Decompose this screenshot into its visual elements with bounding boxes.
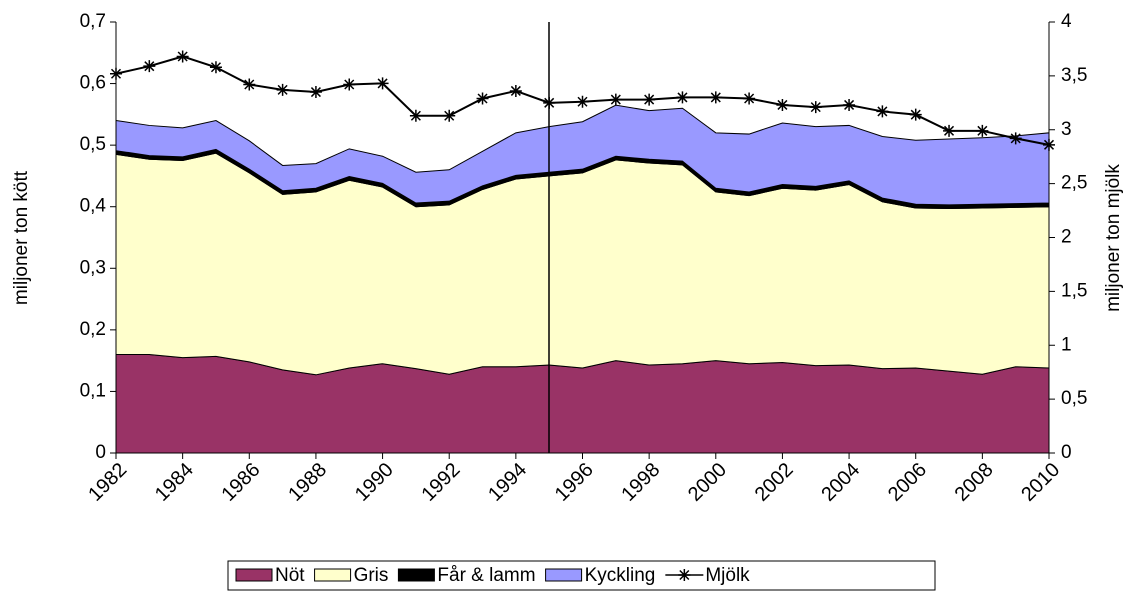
- marker: [243, 78, 256, 91]
- marker: [176, 50, 189, 63]
- y2-tick-label: 4: [1061, 11, 1072, 32]
- legend-swatch: [397, 568, 435, 582]
- x-tick-label: 2000: [684, 459, 731, 506]
- area: [115, 353, 1050, 454]
- marker: [909, 108, 922, 121]
- legend-swatch: [678, 569, 691, 581]
- x-tick-label: 2004: [817, 459, 864, 506]
- marker: [309, 86, 322, 99]
- y-tick-label: 0,1: [80, 380, 106, 401]
- y-tick-label: 0,3: [80, 257, 106, 278]
- y2-axis-label: miljoner ton mjölk: [1103, 164, 1124, 312]
- marker: [843, 98, 856, 111]
- x-tick-label: 2010: [1017, 459, 1064, 506]
- marker: [743, 92, 756, 105]
- y2-tick-label: 0,5: [1061, 388, 1087, 409]
- y-axis-label: miljoner ton kött: [11, 170, 32, 305]
- marker: [443, 109, 456, 122]
- marker: [1009, 132, 1022, 145]
- marker: [676, 91, 689, 104]
- y2-tick-label: 2: [1061, 227, 1072, 248]
- x-tick-label: 1986: [218, 459, 265, 506]
- marker: [343, 78, 356, 91]
- marker: [476, 92, 489, 105]
- y-tick-label: 0,5: [80, 134, 106, 155]
- x-tick-label: 1988: [284, 459, 331, 506]
- x-tick-label: 1996: [551, 459, 598, 506]
- x-tick-label: 1994: [484, 459, 531, 506]
- marker: [943, 124, 956, 137]
- marker: [543, 96, 556, 109]
- y2-tick-label: 1,5: [1061, 280, 1087, 301]
- y2-tick-label: 2,5: [1061, 173, 1087, 194]
- legend-label: Mjölk: [705, 565, 750, 586]
- x-tick-label: 2006: [884, 459, 931, 506]
- marker: [276, 83, 289, 96]
- legend-label: Får & lamm: [437, 565, 535, 586]
- y-tick-label: 0,6: [80, 73, 106, 94]
- legend-swatch: [235, 568, 273, 582]
- x-tick-label: 1984: [151, 459, 198, 506]
- marker: [809, 101, 822, 114]
- marker: [709, 91, 722, 104]
- marker: [976, 124, 989, 137]
- marker: [576, 95, 589, 108]
- y2-tick-label: 1: [1061, 334, 1072, 355]
- legend-label: Kyckling: [585, 565, 656, 586]
- y-tick-label: 0,7: [80, 11, 106, 32]
- y-tick-label: 0: [95, 442, 106, 463]
- y-tick-label: 0,2: [80, 319, 106, 340]
- x-tick-label: 1982: [84, 459, 131, 506]
- y-tick-label: 0,4: [80, 196, 107, 217]
- y2-tick-label: 0: [1061, 442, 1072, 463]
- x-tick-label: 1992: [417, 459, 464, 506]
- marker: [209, 61, 222, 74]
- marker: [609, 93, 622, 106]
- y2-tick-label: 3,5: [1061, 65, 1087, 86]
- legend-swatch: [314, 568, 352, 582]
- legend-label: Gris: [354, 565, 389, 586]
- legend-swatch: [545, 568, 583, 582]
- marker: [643, 93, 656, 106]
- marker: [876, 105, 889, 118]
- marker: [509, 84, 522, 97]
- legend-label: Nöt: [275, 565, 305, 586]
- marker: [376, 77, 389, 90]
- marker: [409, 109, 422, 122]
- marker: [776, 98, 789, 111]
- x-tick-label: 1990: [351, 459, 398, 506]
- x-tick-label: 2002: [751, 459, 798, 506]
- y2-tick-label: 3: [1061, 119, 1072, 140]
- x-tick-label: 1998: [617, 459, 664, 506]
- x-tick-label: 2008: [951, 459, 998, 506]
- marker: [143, 60, 156, 73]
